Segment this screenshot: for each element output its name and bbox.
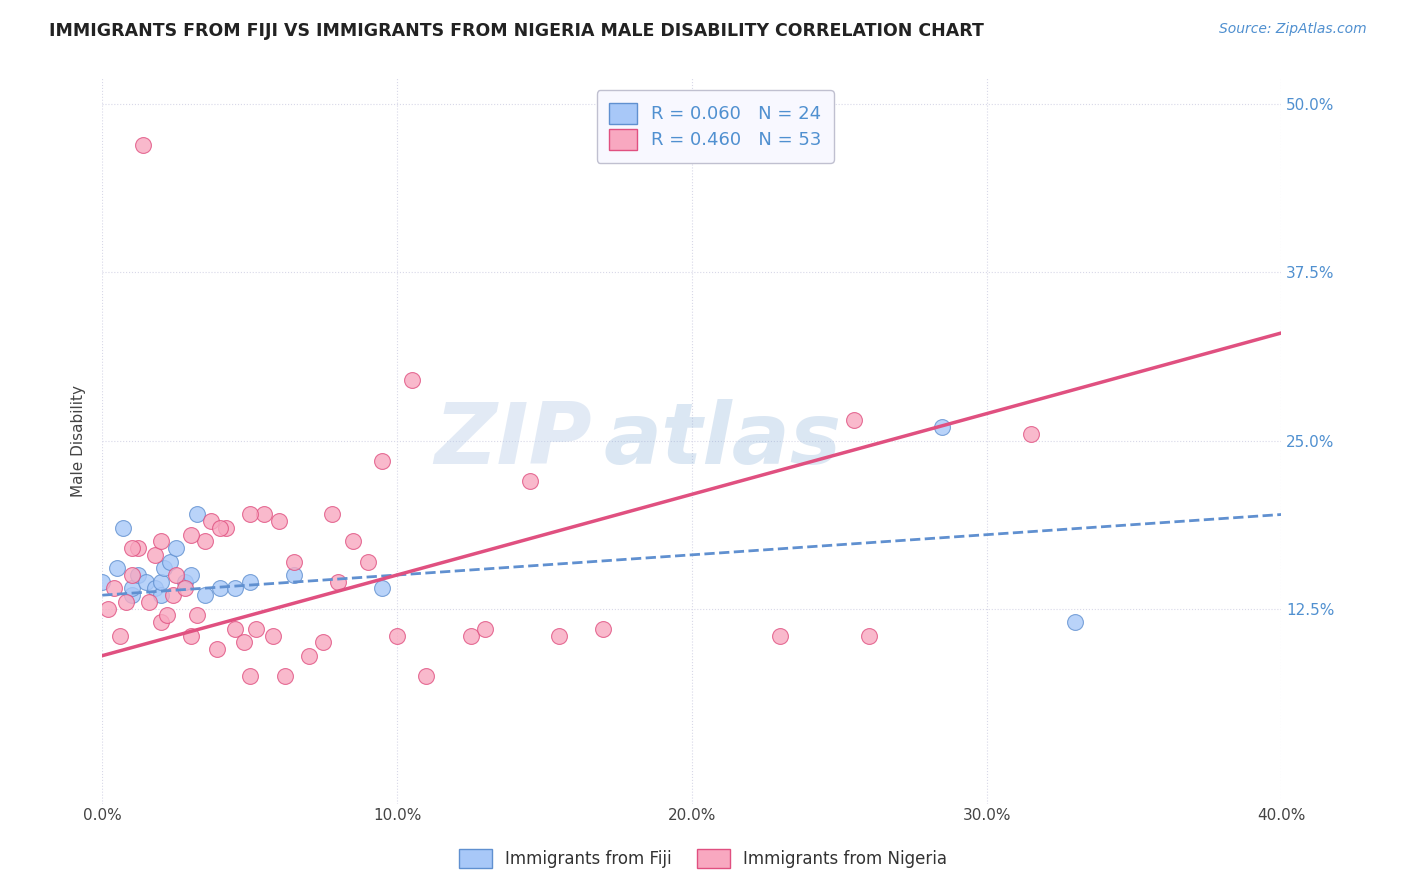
- Point: [245, 622, 267, 636]
- Point: [162, 588, 184, 602]
- Point: [769, 628, 792, 642]
- Point: [415, 669, 437, 683]
- Point: [297, 648, 319, 663]
- Point: [200, 514, 222, 528]
- Point: [460, 628, 482, 642]
- Point: [267, 514, 290, 528]
- Point: [194, 588, 217, 602]
- Point: [283, 555, 305, 569]
- Point: [239, 508, 262, 522]
- Legend: R = 0.060   N = 24, R = 0.460   N = 53: R = 0.060 N = 24, R = 0.460 N = 53: [596, 90, 834, 162]
- Point: [165, 568, 187, 582]
- Point: [1019, 426, 1042, 441]
- Point: [135, 574, 157, 589]
- Y-axis label: Male Disability: Male Disability: [72, 384, 86, 497]
- Point: [232, 635, 254, 649]
- Point: [283, 568, 305, 582]
- Point: [180, 527, 202, 541]
- Point: [1064, 615, 1087, 629]
- Point: [858, 628, 880, 642]
- Point: [156, 608, 179, 623]
- Point: [103, 582, 125, 596]
- Point: [121, 568, 143, 582]
- Point: [165, 541, 187, 555]
- Text: atlas: atlas: [603, 399, 842, 482]
- Point: [474, 622, 496, 636]
- Point: [127, 541, 149, 555]
- Text: IMMIGRANTS FROM FIJI VS IMMIGRANTS FROM NIGERIA MALE DISABILITY CORRELATION CHAR: IMMIGRANTS FROM FIJI VS IMMIGRANTS FROM …: [49, 22, 984, 40]
- Point: [97, 601, 120, 615]
- Point: [121, 541, 143, 555]
- Point: [205, 642, 228, 657]
- Point: [239, 669, 262, 683]
- Point: [321, 508, 343, 522]
- Text: ZIP: ZIP: [434, 399, 592, 482]
- Point: [114, 595, 136, 609]
- Point: [209, 582, 232, 596]
- Point: [224, 582, 246, 596]
- Legend: Immigrants from Fiji, Immigrants from Nigeria: Immigrants from Fiji, Immigrants from Ni…: [451, 842, 955, 875]
- Point: [592, 622, 614, 636]
- Point: [186, 508, 208, 522]
- Text: Source: ZipAtlas.com: Source: ZipAtlas.com: [1219, 22, 1367, 37]
- Point: [132, 137, 155, 152]
- Point: [150, 534, 173, 549]
- Point: [91, 574, 114, 589]
- Point: [356, 555, 378, 569]
- Point: [143, 548, 166, 562]
- Point: [121, 588, 143, 602]
- Point: [180, 628, 202, 642]
- Point: [180, 568, 202, 582]
- Point: [121, 582, 143, 596]
- Point: [153, 561, 176, 575]
- Point: [194, 534, 217, 549]
- Point: [253, 508, 276, 522]
- Point: [138, 595, 160, 609]
- Point: [209, 521, 232, 535]
- Point: [215, 521, 238, 535]
- Point: [519, 474, 541, 488]
- Point: [159, 555, 181, 569]
- Point: [173, 574, 195, 589]
- Point: [342, 534, 364, 549]
- Point: [371, 453, 394, 467]
- Point: [143, 582, 166, 596]
- Point: [548, 628, 571, 642]
- Point: [842, 413, 865, 427]
- Point: [150, 615, 173, 629]
- Point: [127, 568, 149, 582]
- Point: [326, 574, 349, 589]
- Point: [150, 588, 173, 602]
- Point: [105, 561, 128, 575]
- Point: [274, 669, 297, 683]
- Point: [401, 373, 423, 387]
- Point: [239, 574, 262, 589]
- Point: [931, 420, 953, 434]
- Point: [108, 628, 131, 642]
- Point: [385, 628, 408, 642]
- Point: [262, 628, 284, 642]
- Point: [173, 582, 195, 596]
- Point: [224, 622, 246, 636]
- Point: [186, 608, 208, 623]
- Point: [371, 582, 394, 596]
- Point: [111, 521, 134, 535]
- Point: [312, 635, 335, 649]
- Point: [150, 574, 173, 589]
